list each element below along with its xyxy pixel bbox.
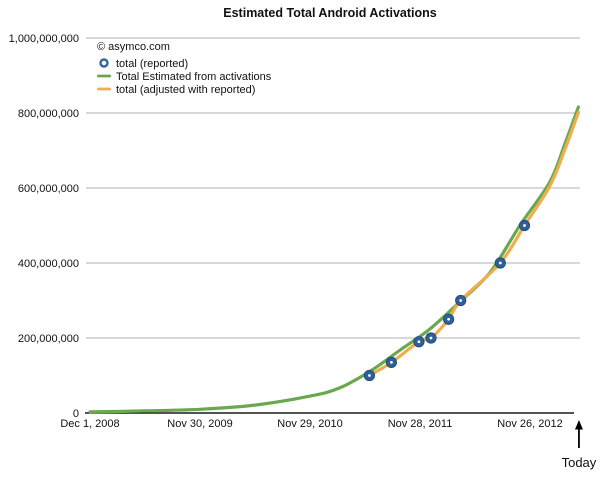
x-tick-label: Nov 29, 2010 xyxy=(277,418,342,430)
y-tick-label: 0 xyxy=(73,408,79,420)
series-layer xyxy=(88,105,580,414)
legend-line-marker xyxy=(97,87,111,91)
data-point-center xyxy=(417,340,421,344)
y-axis-labels: 0 200,000,000 400,000,000 600,000,000 800,00… xyxy=(9,33,79,420)
y-tick-label: 200,000,000 xyxy=(18,333,79,345)
y-tick-label: 800,000,000 xyxy=(18,108,79,120)
x-tick-label: Nov 28, 2011 xyxy=(388,418,453,430)
today-label: Today xyxy=(562,455,597,470)
x-tick-label: Nov 30, 2009 xyxy=(167,418,232,430)
data-point-center xyxy=(390,360,393,364)
legend-line-marker xyxy=(97,74,111,78)
data-point-center xyxy=(447,317,450,321)
x-tick-label: Nov 26, 2012 xyxy=(497,418,562,430)
legend-item-label: total (reported) xyxy=(116,58,188,70)
x-axis: Dec 1, 2008 Nov 30, 2009 Nov 29, 2010 Nov 2… xyxy=(60,412,574,430)
series-line xyxy=(88,105,580,414)
today-arrow-head xyxy=(574,420,583,430)
legend: total (reported)Total Estimated from act… xyxy=(97,58,272,96)
data-point-center xyxy=(368,374,371,377)
data-point-center xyxy=(498,261,502,265)
legend-ring-marker xyxy=(99,58,109,68)
y-tick-label: 1,000,000,000 xyxy=(9,33,79,45)
x-tick-label: Dec 1, 2008 xyxy=(60,418,119,430)
y-tick-label: 600,000,000 xyxy=(18,183,79,195)
today-annotation: Today xyxy=(562,420,597,470)
chart-title: Estimated Total Android Activations xyxy=(223,6,436,20)
y-tick-label: 400,000,000 xyxy=(18,258,79,270)
legend-item-label: Total Estimated from activations xyxy=(116,71,272,83)
series-line xyxy=(367,110,580,378)
legend-item-label: total (adjusted with reported) xyxy=(116,84,255,96)
data-point-center xyxy=(429,336,433,340)
data-point-center xyxy=(459,299,463,302)
data-point-center xyxy=(523,224,526,227)
watermark: © asymco.com xyxy=(97,41,170,53)
